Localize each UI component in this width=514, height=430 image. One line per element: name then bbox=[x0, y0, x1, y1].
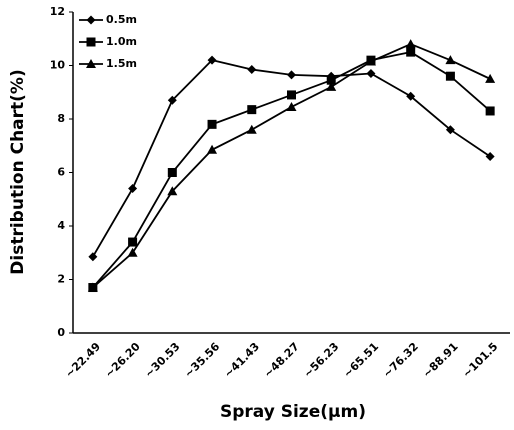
marker bbox=[207, 55, 217, 65]
y-tick-label: 4 bbox=[57, 219, 65, 232]
legend-label: 0.5m bbox=[106, 13, 137, 26]
legend-label: 1.5m bbox=[106, 57, 137, 70]
marker bbox=[88, 252, 98, 262]
series-line bbox=[92, 51, 491, 289]
marker bbox=[246, 124, 257, 134]
x-tick-label: ~101.5 bbox=[460, 340, 500, 380]
y-tick-label: 2 bbox=[57, 273, 65, 286]
marker bbox=[485, 73, 496, 83]
x-tick-label: ~35.56 bbox=[182, 340, 223, 381]
x-tick-label: ~65.51 bbox=[341, 340, 381, 380]
x-tick-label: ~26.20 bbox=[103, 340, 144, 381]
marker bbox=[247, 65, 257, 75]
marker bbox=[287, 90, 296, 100]
marker bbox=[247, 105, 257, 115]
x-tick-label: ~48.27 bbox=[261, 340, 301, 380]
x-tick-label: ~30.53 bbox=[142, 340, 182, 380]
y-tick-label: 8 bbox=[57, 112, 65, 125]
y-tick-label: 6 bbox=[57, 166, 65, 179]
marker bbox=[406, 47, 416, 57]
marker bbox=[86, 15, 96, 25]
x-axis-title: Spray Size(μm) bbox=[220, 402, 366, 422]
series-line bbox=[92, 59, 491, 258]
marker bbox=[127, 247, 138, 257]
marker bbox=[207, 144, 218, 154]
marker bbox=[326, 81, 337, 91]
marker bbox=[86, 59, 96, 68]
series-line bbox=[92, 43, 491, 289]
x-tick-label: ~76.32 bbox=[381, 340, 421, 380]
x-tick-label: ~56.23 bbox=[301, 340, 341, 380]
legend-label: 1.0m bbox=[106, 35, 137, 48]
marker bbox=[128, 184, 138, 194]
y-tick-label: 12 bbox=[50, 5, 65, 18]
marker bbox=[365, 56, 376, 66]
marker bbox=[167, 186, 178, 196]
marker bbox=[286, 101, 297, 111]
marker bbox=[326, 75, 336, 85]
x-tick-label: ~88.91 bbox=[420, 340, 460, 380]
y-axis-title: Distribution Chart(%) bbox=[8, 69, 28, 274]
y-tick-label: 10 bbox=[50, 59, 66, 72]
marker bbox=[445, 125, 455, 135]
x-tick-label: ~41.43 bbox=[222, 340, 262, 380]
marker bbox=[406, 91, 416, 101]
marker bbox=[366, 69, 376, 79]
marker bbox=[485, 151, 495, 161]
y-tick-label: 0 bbox=[57, 326, 65, 339]
marker bbox=[87, 282, 98, 292]
marker bbox=[445, 55, 456, 65]
marker bbox=[485, 106, 495, 116]
marker bbox=[86, 37, 96, 47]
x-tick-label: ~22.49 bbox=[63, 340, 103, 380]
marker bbox=[128, 237, 138, 247]
marker bbox=[167, 168, 177, 177]
marker bbox=[445, 71, 455, 81]
marker bbox=[167, 95, 177, 105]
marker bbox=[287, 70, 296, 80]
marker bbox=[207, 119, 217, 129]
marker bbox=[405, 39, 416, 49]
